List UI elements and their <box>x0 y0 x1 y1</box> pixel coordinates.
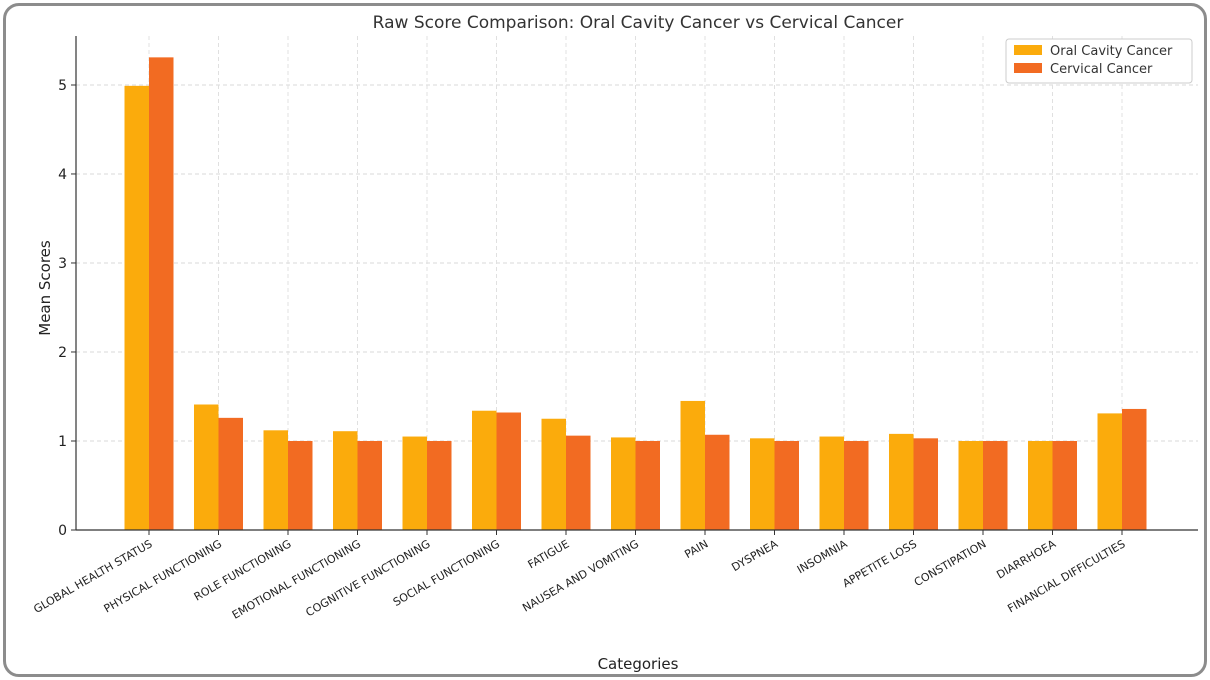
y-tick-label: 3 <box>58 256 67 272</box>
bar-cervical <box>496 412 521 530</box>
bar-cervical <box>566 435 591 530</box>
bar-oral-cavity <box>1097 413 1122 530</box>
x-tick-label: COGNITIVE FUNCTIONING <box>304 537 433 619</box>
x-tick-label: PHYSICAL FUNCTIONING <box>102 537 224 615</box>
grid-lines <box>76 36 1198 531</box>
chart-frame: Raw Score Comparison: Oral Cavity Cancer… <box>3 3 1207 677</box>
x-tick-label: NAUSEA AND VOMITING <box>520 537 641 614</box>
bar-cervical <box>1122 408 1147 530</box>
bar-oral-cavity <box>680 400 705 530</box>
x-tick-label: EMOTIONAL FUNCTIONING <box>230 537 363 621</box>
bar-oral-cavity <box>958 440 983 530</box>
bar-oral-cavity <box>819 436 844 530</box>
bar-oral-cavity <box>124 85 149 531</box>
bar-chart: Raw Score Comparison: Oral Cavity Cancer… <box>31 13 1198 673</box>
bar-oral-cavity <box>194 404 219 530</box>
x-tick-label: PAIN <box>682 537 710 561</box>
x-tick-label: CONSTIPATION <box>912 537 989 589</box>
bar-cervical <box>288 440 313 530</box>
axes <box>75 36 1198 531</box>
legend-swatch <box>1014 63 1042 73</box>
legend-label: Cervical Cancer <box>1050 62 1153 77</box>
bar-oral-cavity <box>263 430 288 530</box>
x-tick-label: GLOBAL HEALTH STATUS <box>31 537 154 616</box>
bar-cervical <box>774 440 799 530</box>
y-tick-label: 2 <box>58 345 67 361</box>
chart-title: Raw Score Comparison: Oral Cavity Cancer… <box>373 13 904 33</box>
bar-cervical <box>357 440 382 530</box>
y-tick-label: 1 <box>58 434 67 450</box>
bar-cervical <box>844 440 869 530</box>
bar-cervical <box>705 434 730 530</box>
x-tick-label: DIARRHOEA <box>994 537 1058 581</box>
y-axis-ticks: 0 1 2 3 4 5 <box>58 78 76 539</box>
bar-oral-cavity <box>472 410 497 530</box>
bar-oral-cavity <box>611 437 636 530</box>
y-tick-label: 0 <box>58 523 67 539</box>
x-tick-label: INSOMNIA <box>795 537 850 576</box>
bar-cervical <box>983 440 1008 530</box>
bar-cervical <box>427 440 452 530</box>
bar-cervical <box>1052 440 1077 530</box>
bar-cervical <box>635 440 660 530</box>
bar-oral-cavity <box>541 418 566 530</box>
bar-oral-cavity <box>889 433 914 530</box>
bar-cervical <box>913 438 938 530</box>
y-axis-label: Mean Scores <box>36 240 54 336</box>
x-tick-label: FATIGUE <box>526 537 572 571</box>
legend-label: Oral Cavity Cancer <box>1050 44 1173 59</box>
bar-oral-cavity <box>333 431 358 530</box>
legend: Oral Cavity Cancer Cervical Cancer <box>1005 38 1193 84</box>
x-axis-label: Categories <box>598 655 679 673</box>
bar-cervical <box>218 417 243 530</box>
legend-box <box>1005 38 1193 84</box>
bar-oral-cavity <box>1028 440 1053 530</box>
x-tick-label: APPETITE LOSS <box>840 537 919 590</box>
x-tick-label: FINANCIAL DIFFICULTIES <box>1005 537 1127 615</box>
y-tick-label: 5 <box>58 78 67 94</box>
bar-oral-cavity <box>402 436 427 530</box>
bar-oral-cavity <box>750 438 775 530</box>
x-tick-label: DYSPNEA <box>729 537 780 574</box>
bar-series <box>124 57 1147 531</box>
y-tick-label: 4 <box>58 167 67 183</box>
bar-cervical <box>149 57 174 531</box>
legend-swatch <box>1014 45 1042 55</box>
